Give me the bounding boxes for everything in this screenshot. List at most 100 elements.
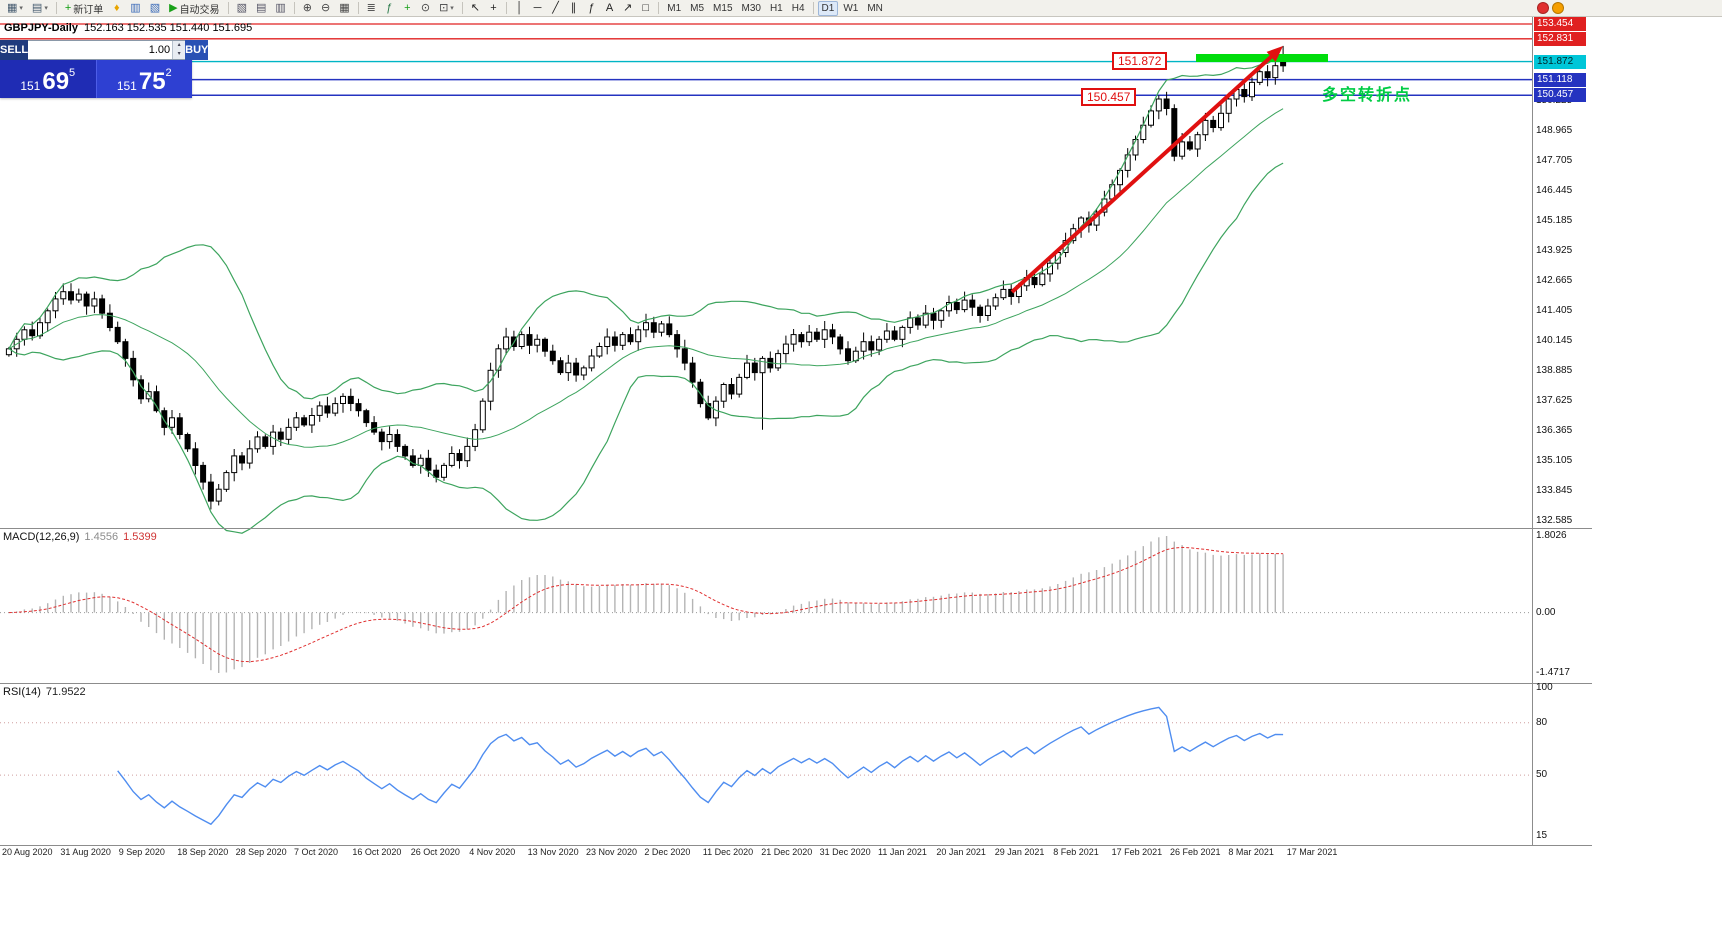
macd-value-1: 1.4556 (84, 531, 119, 543)
toolbar-separator (658, 2, 660, 14)
shapes-icon[interactable]: □ (637, 1, 654, 16)
text-icon: A (605, 1, 614, 14)
trend-arrow[interactable] (1010, 54, 1274, 294)
tile-horizontal-icon[interactable]: ▤ (252, 1, 270, 16)
trend-arrow-head (1266, 46, 1283, 62)
turning-point-note-text[interactable]: 多空转折点 (1322, 87, 1413, 104)
arrows-icon[interactable]: ↗ (619, 1, 636, 16)
volume-up-icon[interactable]: ▴ (173, 41, 186, 50)
chart-profiles-icon[interactable]: ▤ ▾ (28, 1, 52, 16)
autotrading-button-label: 自动交易 (179, 4, 220, 16)
time-axis[interactable] (0, 845, 1532, 861)
buy-price-sup: 2 (165, 67, 172, 79)
macd-label: MACD(12,26,9) 1.4556 1.5399 (3, 531, 157, 543)
market-watch-icon: ▥ (130, 1, 141, 14)
cursor-icon: ↖ (470, 1, 481, 14)
alert-red-icon[interactable] (1537, 2, 1549, 14)
autotrading-button[interactable]: ▶ 自动交易 (165, 1, 223, 16)
tile-vertical-icon[interactable]: ▥ (271, 1, 289, 16)
text-icon[interactable]: A (601, 1, 618, 16)
timeframe-m15-label: M15 (713, 2, 733, 14)
fibonacci-icon[interactable]: ƒ (583, 1, 600, 16)
crosshair-icon[interactable]: + (485, 1, 502, 16)
tile-vertical-icon: ▥ (275, 1, 286, 14)
new-order-button-label: 新订单 (73, 4, 104, 16)
equidistant-channel-icon[interactable]: ∥ (565, 1, 582, 16)
buy-price-display[interactable]: 151 75 2 (95, 60, 192, 98)
volume-input[interactable] (28, 41, 173, 59)
buy-price-big: 75 (138, 68, 166, 95)
timeframe-h4[interactable]: H4 (788, 1, 809, 16)
alert-orange-icon[interactable] (1552, 2, 1564, 14)
tile-horizontal-icon: ▤ (255, 1, 267, 14)
main-toolbar: ▦ ▾ ▤ ▾ + 新订单 ♦ ▥ ▧ ▶ 自动交易 ▧ ▤ ▥ ⊕ ⊖ ▦ ≣ ƒ + ⊙ ⊡ ▾ ↖ + │ ─ ╱ ∥ ƒ A ↗ □ M1… (0, 0, 1722, 17)
timeframe-d1-label: D1 (821, 2, 835, 14)
equidistant-channel-icon: ∥ (570, 1, 577, 14)
buy-button[interactable]: BUY (185, 40, 209, 60)
vertical-line-icon[interactable]: │ (511, 1, 528, 16)
timeframe-mn[interactable]: MN (863, 1, 887, 16)
new-order-button[interactable]: + 新订单 (61, 1, 107, 16)
symbol-quote-line: GBPJPY-Daily 152.163 152.535 151.440 151.… (4, 22, 252, 34)
horizontal-line-icon[interactable]: ─ (529, 1, 546, 16)
timeframe-d1[interactable]: D1 (817, 0, 839, 16)
resistance-zone[interactable] (1196, 54, 1328, 62)
data-window-icon[interactable]: + (399, 1, 416, 16)
sell-button[interactable]: SELL (0, 40, 29, 60)
volume-stepper[interactable]: ▴ ▾ (172, 41, 186, 59)
templates-icon: ⊡ (439, 1, 449, 14)
sell-price-small: 151 (20, 79, 41, 93)
rsi-value: 71.9522 (45, 686, 86, 698)
timeframe-m1[interactable]: M1 (663, 1, 685, 16)
chart-type-icon[interactable]: ▦ ▾ (3, 1, 27, 16)
new-order-icon: + (64, 1, 72, 14)
timeframe-m5[interactable]: M5 (686, 1, 708, 16)
volume-field: ▴ ▾ (28, 40, 186, 60)
indicators-list-icon[interactable]: ≣ (363, 1, 380, 16)
sell-price-display[interactable]: 151 69 5 (0, 60, 96, 98)
symbol-name: GBPJPY-Daily (4, 22, 78, 34)
new-chart-icon[interactable]: ▧ (233, 1, 251, 16)
indicators-list-icon: ≣ (366, 1, 376, 14)
autotrading-icon: ▶ (169, 1, 178, 14)
objects-list-icon[interactable]: ƒ (381, 1, 398, 16)
cursor-icon[interactable]: ↖ (467, 1, 484, 16)
arrows-icon: ↗ (623, 1, 633, 14)
market-watch-icon[interactable]: ▥ (126, 1, 144, 16)
sell-price-big: 69 (42, 68, 70, 95)
timeframe-m30[interactable]: M30 (738, 1, 765, 16)
zoom-in-icon[interactable]: ⊕ (299, 1, 316, 16)
timeframe-h1[interactable]: H1 (766, 1, 787, 16)
navigator-icon[interactable]: ▧ (146, 1, 164, 16)
templates-icon[interactable]: ⊡ ▾ (435, 1, 458, 16)
toolbar-separator (506, 2, 508, 14)
objects-list-icon: ƒ (386, 1, 393, 14)
data-window-icon: + (404, 1, 411, 14)
vertical-line-icon: │ (516, 1, 523, 14)
price-label-box-151872[interactable]: 151.872 (1112, 52, 1168, 70)
toolbar-separator (227, 2, 229, 14)
ohlc-values: 152.163 152.535 151.440 151.695 (83, 22, 253, 34)
toolbar-separator (461, 2, 463, 14)
timeframe-m15[interactable]: M15 (709, 1, 736, 16)
volume-down-icon[interactable]: ▾ (173, 50, 186, 59)
fibonacci-icon: ƒ (588, 1, 595, 14)
tile-windows-icon[interactable]: ▦ (335, 1, 353, 16)
timeframe-m30-label: M30 (741, 2, 761, 14)
trendline-icon[interactable]: ╱ (547, 1, 564, 16)
price-axis[interactable] (1532, 17, 1592, 845)
macd-name: MACD(12,26,9) (3, 531, 80, 543)
timeframe-mn-label: MN (867, 2, 883, 14)
macd-value-2: 1.5399 (123, 531, 157, 543)
zoom-out-icon[interactable]: ⊖ (317, 1, 334, 16)
period-clock-icon[interactable]: ⊙ (417, 1, 434, 16)
metaeditor-icon[interactable]: ♦ (108, 1, 125, 16)
price-label-box-150457[interactable]: 150.457 (1081, 88, 1137, 106)
zoom-out-icon: ⊖ (321, 1, 331, 14)
timeframe-w1[interactable]: W1 (839, 1, 862, 16)
toolbar-separator (293, 2, 295, 14)
zoom-in-icon: ⊕ (302, 1, 312, 14)
period-clock-icon: ⊙ (420, 1, 431, 14)
